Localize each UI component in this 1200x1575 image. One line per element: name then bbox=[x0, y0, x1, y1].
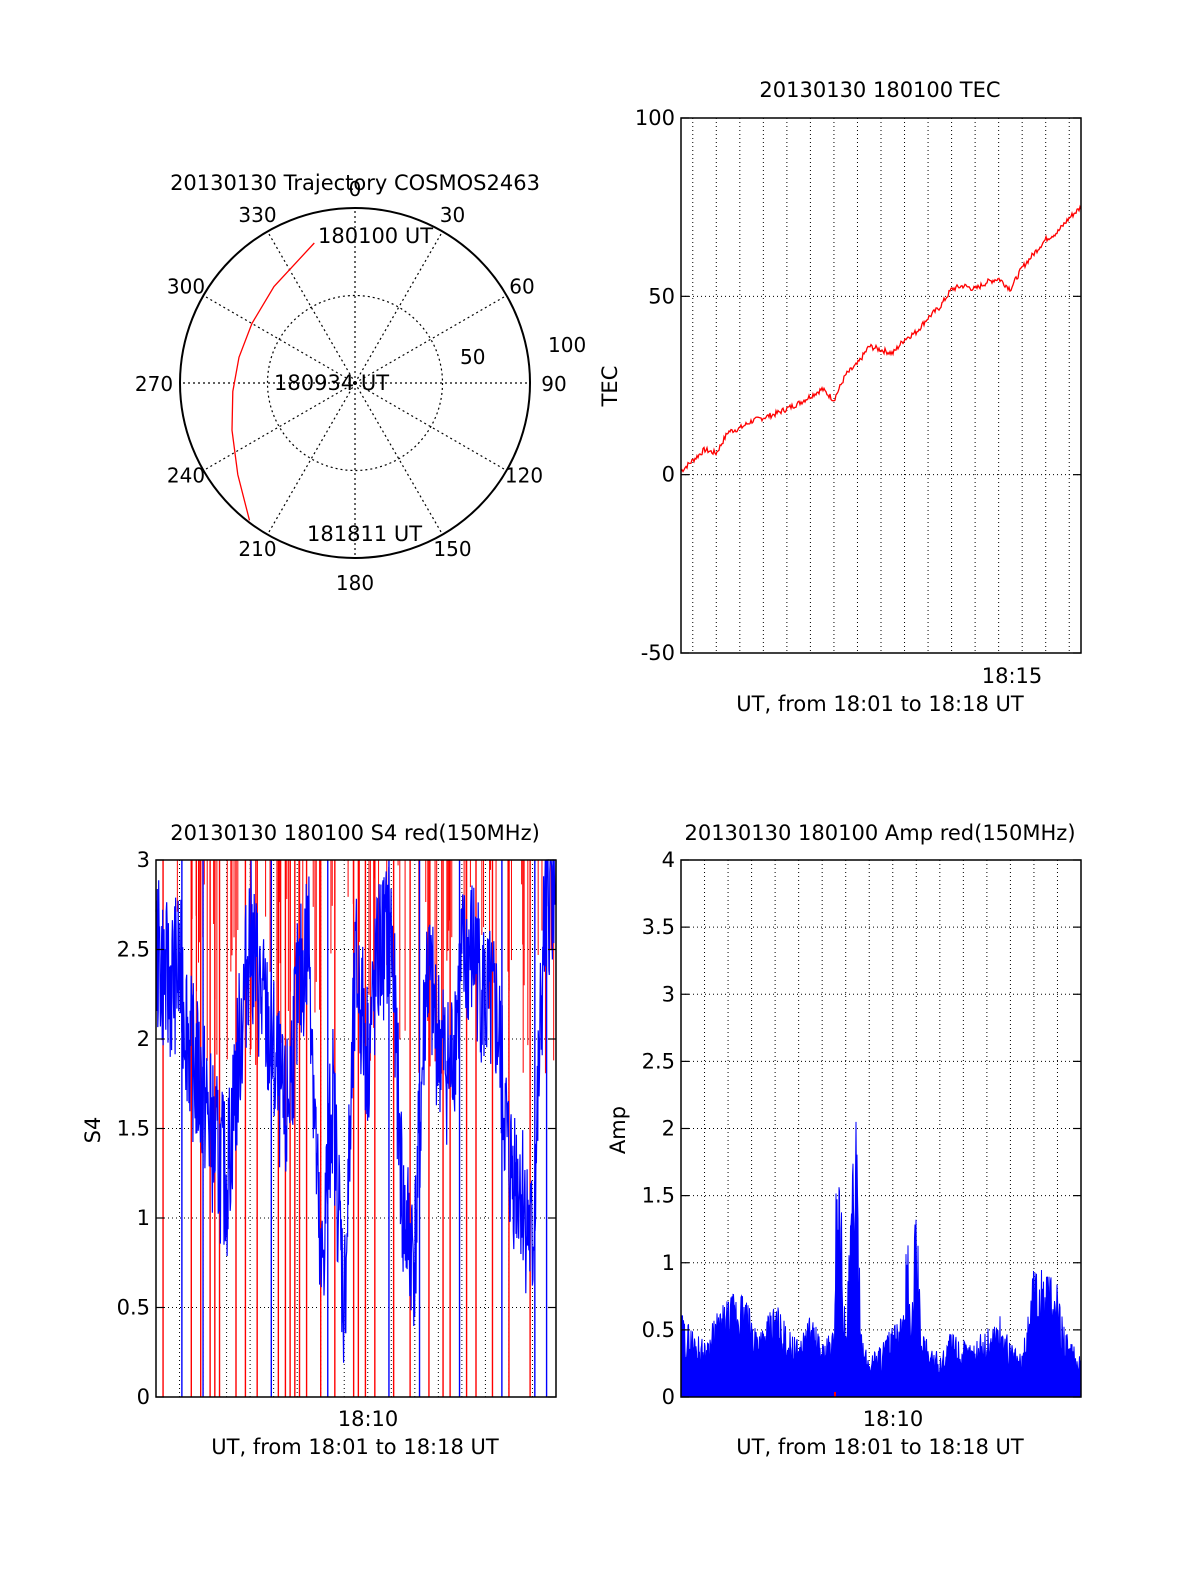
polar-angle-label-300: 300 bbox=[167, 275, 205, 299]
y-tick-label: 1.5 bbox=[642, 1184, 675, 1208]
s4-series-line bbox=[155, 859, 557, 1363]
amp-chart: 20130130 180100 Amp red(150MHz) 0 0.5 1 1.5… bbox=[606, 821, 1082, 1459]
polar-spoke-30 bbox=[354, 231, 444, 384]
trajectory-chart: 20130130 Trajectory COSMOS2463 0 30 60 90 12… bbox=[135, 171, 586, 595]
amp-series-area bbox=[680, 1121, 1082, 1398]
s4-chart: 20130130 180100 S4 red(150MHz) 0 0.5 1 1.5 2… bbox=[81, 821, 557, 1459]
polar-angle-label-150: 150 bbox=[433, 537, 471, 561]
tec-plot-frame bbox=[680, 117, 1082, 654]
polar-angle-label-60: 60 bbox=[509, 275, 534, 299]
polar-inner-circle bbox=[266, 294, 444, 472]
s4-plot-frame bbox=[155, 859, 557, 1398]
tec-xlabel: UT, from 18:01 to 18:18 UT bbox=[736, 692, 1024, 716]
y-tick-label: 2.5 bbox=[642, 1049, 675, 1073]
y-tick-label: 3 bbox=[662, 982, 675, 1006]
y-tick-label: 2 bbox=[137, 1027, 150, 1051]
polar-spoke-330 bbox=[266, 231, 356, 384]
y-tick-label: 50 bbox=[648, 284, 675, 308]
y-tick-label: 0 bbox=[137, 1385, 150, 1409]
polar-angle-label-240: 240 bbox=[167, 464, 205, 488]
polar-spoke-120 bbox=[354, 382, 507, 472]
polar-angle-label-90: 90 bbox=[541, 372, 566, 396]
tec-series-line bbox=[680, 204, 1082, 473]
y-tick-label: 3 bbox=[137, 848, 150, 872]
amp-title: 20130130 180100 Amp red(150MHz) bbox=[684, 821, 1075, 845]
polar-angle-label-120: 120 bbox=[505, 464, 543, 488]
tec-grid bbox=[681, 117, 1081, 654]
s4-title: 20130130 180100 S4 red(150MHz) bbox=[170, 821, 540, 845]
s4-grid bbox=[156, 859, 556, 1398]
y-tick-label: 0 bbox=[662, 463, 675, 487]
tec-ylabel: TEC bbox=[598, 366, 622, 408]
y-tick-label: 0.5 bbox=[642, 1318, 675, 1342]
polar-spoke-300 bbox=[203, 294, 356, 384]
amp-plot-frame bbox=[680, 859, 1082, 1398]
y-tick-label: 1.5 bbox=[117, 1117, 150, 1141]
tec-y-ticks: -50 0 50 100 bbox=[635, 106, 1081, 665]
polar-spoke-210 bbox=[266, 382, 356, 535]
y-tick-label: 2.5 bbox=[117, 938, 150, 962]
polar-angle-label-30: 30 bbox=[440, 203, 465, 227]
amp-xtick-label: 18:10 bbox=[863, 1407, 924, 1431]
s4-spikes bbox=[162, 860, 555, 1397]
tec-chart: 20130130 180100 TEC -50 0 50 100 18:15 UT, … bbox=[598, 78, 1082, 716]
polar-angle-labels: 0 30 60 90 120 150 180 210 240 270 300 330 bbox=[135, 177, 567, 595]
polar-radial-label-50: 50 bbox=[460, 345, 485, 369]
amp-ylabel: Amp bbox=[606, 1106, 630, 1154]
polar-angle-label-180: 180 bbox=[336, 571, 374, 595]
polar-radial-label-100: 100 bbox=[548, 333, 586, 357]
y-tick-label: 0.5 bbox=[117, 1296, 150, 1320]
polar-spoke-150 bbox=[354, 382, 444, 535]
amp-xlabel: UT, from 18:01 to 18:18 UT bbox=[736, 1435, 1024, 1459]
polar-grid bbox=[180, 208, 530, 558]
y-tick-label: 100 bbox=[635, 106, 675, 130]
s4-xlabel: UT, from 18:01 to 18:18 UT bbox=[211, 1435, 499, 1459]
amp-y-ticks: 0 0.5 1 1.5 2 2.5 3 3.5 4 bbox=[642, 848, 1081, 1409]
polar-angle-label-330: 330 bbox=[238, 203, 276, 227]
traj-end-label: 181811 UT bbox=[307, 522, 422, 546]
polar-angle-label-210: 210 bbox=[238, 537, 276, 561]
trajectory-line bbox=[231, 242, 315, 521]
polar-angle-label-0: 0 bbox=[349, 177, 362, 201]
polar-angle-label-270: 270 bbox=[135, 372, 173, 396]
y-tick-label: 3.5 bbox=[642, 915, 675, 939]
polar-spoke-240 bbox=[203, 382, 356, 472]
polar-outer-circle bbox=[179, 207, 531, 559]
y-tick-label: 1 bbox=[137, 1206, 150, 1230]
tec-xtick-label: 18:15 bbox=[982, 664, 1043, 688]
tec-title: 20130130 180100 TEC bbox=[759, 78, 1000, 102]
trajectory-title: 20130130 Trajectory COSMOS2463 bbox=[170, 171, 540, 195]
y-tick-label: 2 bbox=[662, 1117, 675, 1141]
traj-mid-label: 180934 UT bbox=[274, 371, 389, 395]
y-tick-label: 4 bbox=[662, 848, 675, 872]
y-tick-label: 1 bbox=[662, 1251, 675, 1275]
s4-xtick-label: 18:10 bbox=[338, 1407, 399, 1431]
traj-start-label: 180100 UT bbox=[318, 224, 433, 248]
y-tick-label: -50 bbox=[641, 641, 675, 665]
polar-spoke-60 bbox=[354, 294, 507, 384]
y-tick-label: 0 bbox=[662, 1385, 675, 1409]
s4-ylabel: S4 bbox=[81, 1117, 105, 1144]
